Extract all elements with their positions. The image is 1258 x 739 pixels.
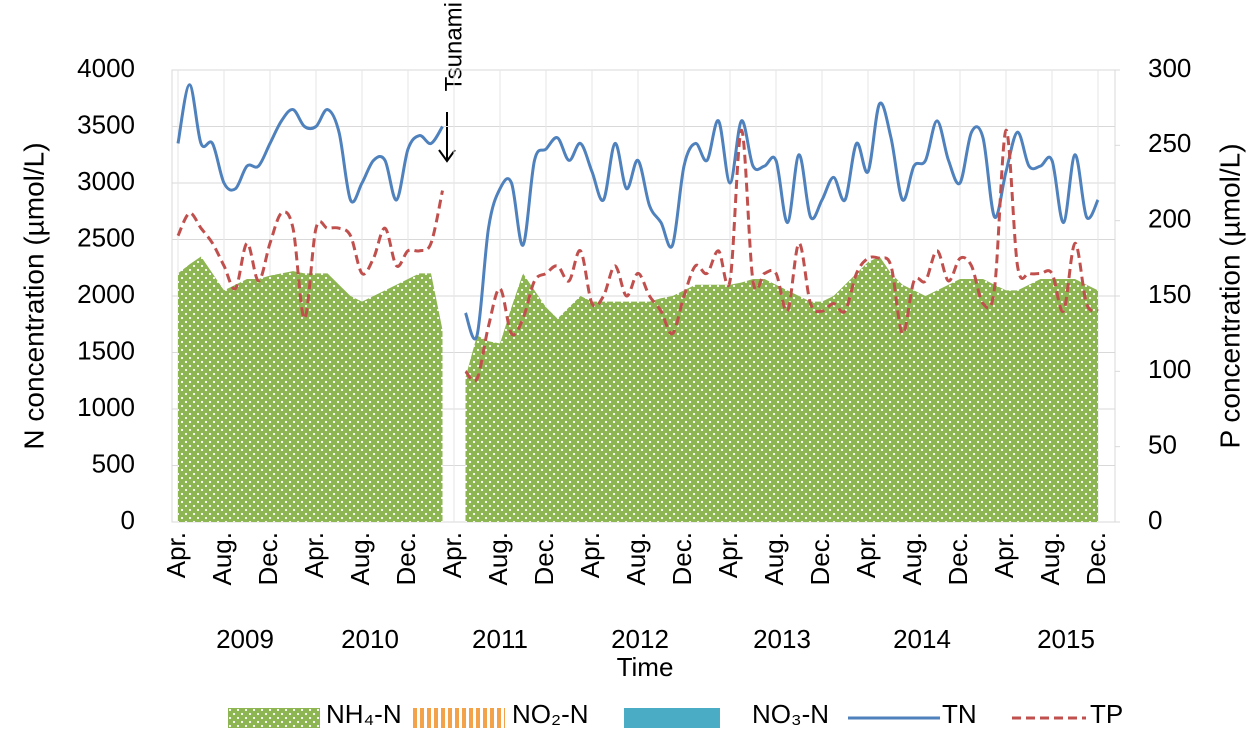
y-tick-label: 0 [121, 505, 135, 535]
y2-tick-label: 0 [1148, 505, 1162, 535]
x-tick-label: Dec. [667, 532, 697, 585]
y-tick-label: 2000 [77, 279, 135, 309]
x-tick-label: Aug. [897, 532, 927, 586]
line [464, 101, 1100, 341]
legend-swatch [410, 708, 505, 728]
legend-label: NH₄-N [326, 699, 402, 729]
annotation-arrowhead [438, 149, 456, 163]
x-tick-label: Apr. [299, 532, 329, 578]
y2-tick-label: 100 [1148, 354, 1191, 384]
y2-tick-label: 300 [1148, 53, 1191, 83]
x-group-label: 2011 [472, 624, 528, 654]
legend-swatch [624, 708, 720, 728]
x-tick-label: Aug. [759, 532, 789, 586]
y-tick-label: 4000 [77, 53, 135, 83]
line [176, 190, 444, 321]
x-tick-label: Aug. [1035, 532, 1065, 586]
x-tick-label: Apr. [713, 532, 743, 578]
y2-tick-label: 250 [1148, 128, 1191, 158]
y-tick-label: 1000 [77, 392, 135, 422]
x-tick-label: Dec. [943, 532, 973, 585]
x-tick-label: Apr. [161, 532, 191, 578]
line [176, 83, 444, 204]
x-tick-label: Apr. [989, 532, 1019, 578]
x-group-label: 2013 [753, 624, 811, 654]
line [464, 128, 1099, 383]
x-group-label: 2009 [216, 624, 274, 654]
y2-tick-label: 150 [1148, 279, 1191, 309]
legend-label: NO₂-N [512, 699, 589, 729]
y-tick-label: 2500 [77, 222, 135, 252]
x-tick-label: Dec. [253, 532, 283, 585]
x-tick-label: Dec. [1081, 532, 1111, 585]
area [465, 256, 1098, 522]
x-group-label: 2015 [1037, 624, 1095, 654]
x-axis-label: Time [617, 652, 674, 682]
x-tick-label: Aug. [207, 532, 237, 586]
x-tick-label: Apr. [437, 532, 467, 578]
y-tick-label: 500 [92, 448, 135, 478]
x-tick-label: Apr. [851, 532, 881, 578]
y-tick-label: 3500 [77, 109, 135, 139]
area [178, 256, 443, 522]
y2-tick-label: 50 [1148, 430, 1177, 460]
x-group-label: 2010 [341, 624, 399, 654]
y-axis-label: N concentration (µmol/L) [18, 142, 49, 449]
x-tick-label: Apr. [575, 532, 605, 578]
y2-tick-label: 200 [1148, 204, 1191, 234]
x-tick-label: Aug. [345, 532, 375, 586]
x-group-label: 2012 [611, 624, 669, 654]
x-tick-label: Dec. [805, 532, 835, 585]
x-tick-label: Dec. [529, 532, 559, 585]
legend-label: TN [942, 699, 977, 729]
y-tick-label: 1500 [77, 335, 135, 365]
x-group-label: 2014 [893, 624, 951, 654]
legend-swatch [228, 708, 320, 728]
x-tick-label: Aug. [483, 532, 513, 586]
x-tick-label: Aug. [621, 532, 651, 586]
y-tick-label: 3000 [77, 166, 135, 196]
y2-axis-label: P concentration (µmol/L) [1214, 143, 1245, 448]
x-tick-label: Dec. [391, 532, 421, 585]
legend-label: TP [1090, 699, 1123, 729]
legend-label: NO₃-N [752, 699, 829, 729]
